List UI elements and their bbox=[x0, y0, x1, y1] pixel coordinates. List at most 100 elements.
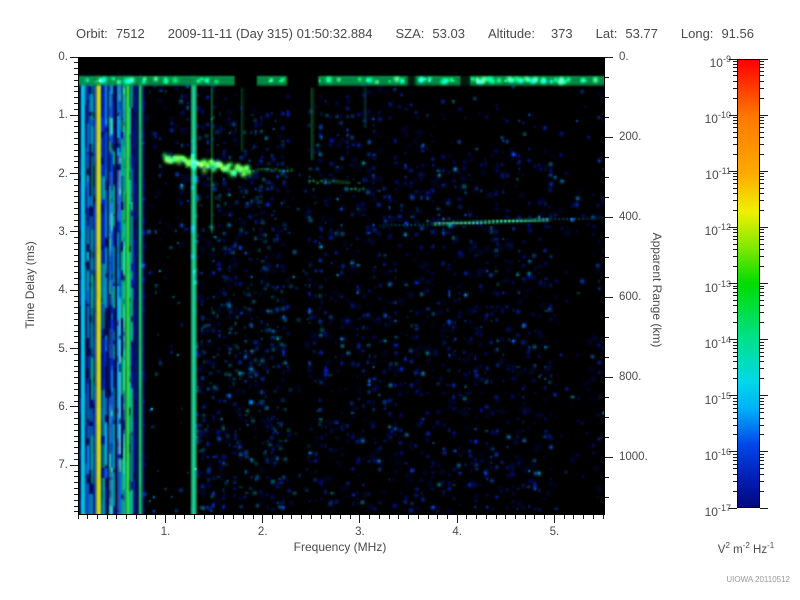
colorbar-minor-tick bbox=[760, 176, 764, 178]
y-left-minor-tick bbox=[74, 85, 78, 87]
colorbar-minor-tick bbox=[733, 463, 737, 465]
colorbar-minor-tick bbox=[733, 131, 737, 133]
colorbar-minor-tick bbox=[760, 256, 764, 258]
colorbar-minor-tick bbox=[733, 368, 737, 370]
colorbar-minor-tick bbox=[733, 291, 737, 293]
x-minor-tick bbox=[291, 515, 293, 519]
y-right-minor-tick bbox=[605, 276, 609, 278]
y-left-tick-label: 4. bbox=[58, 284, 68, 297]
y-left-major-tick bbox=[70, 231, 78, 233]
x-minor-tick bbox=[437, 515, 439, 519]
altitude-value: 373 bbox=[550, 26, 573, 41]
x-minor-tick bbox=[505, 515, 507, 519]
colorbar-minor-tick bbox=[760, 285, 764, 287]
y-left-minor-tick bbox=[74, 435, 78, 437]
colorbar-minor-tick bbox=[733, 187, 737, 189]
x-minor-tick bbox=[252, 515, 254, 519]
x-minor-tick bbox=[320, 515, 322, 519]
y-left-minor-tick bbox=[74, 79, 78, 81]
colorbar-minor-tick bbox=[760, 229, 764, 231]
x-minor-tick bbox=[378, 515, 380, 519]
y-left-minor-tick bbox=[74, 184, 78, 186]
y-right-minor-tick bbox=[605, 176, 609, 178]
orbit-label: Orbit: bbox=[76, 26, 108, 41]
y-left-minor-tick bbox=[74, 412, 78, 414]
y-left-minor-tick bbox=[74, 62, 78, 64]
colorbar-minor-tick bbox=[760, 120, 764, 122]
colorbar-minor-tick bbox=[760, 473, 764, 475]
y-axis-left-title: Time Delay (ms) bbox=[23, 241, 37, 329]
x-minor-tick bbox=[466, 515, 468, 519]
colorbar-minor-tick bbox=[733, 460, 737, 462]
y-left-minor-tick bbox=[74, 447, 78, 449]
y-left-minor-tick bbox=[74, 91, 78, 93]
x-minor-tick bbox=[563, 515, 565, 519]
y-right-minor-tick bbox=[605, 116, 609, 118]
x-minor-tick bbox=[544, 515, 546, 519]
y-left-tick-label: 2. bbox=[58, 167, 68, 180]
unit-base: Hz bbox=[749, 543, 768, 556]
y-left-major-tick bbox=[70, 114, 78, 116]
colorbar-exponent: -12 bbox=[717, 222, 731, 233]
x-minor-tick bbox=[417, 515, 419, 519]
x-minor-tick bbox=[602, 515, 604, 519]
x-minor-tick bbox=[194, 515, 196, 519]
y-right-major-tick bbox=[605, 136, 613, 138]
x-minor-tick bbox=[495, 515, 497, 519]
colorbar-major-tick bbox=[729, 170, 737, 172]
y-left-minor-tick bbox=[74, 295, 78, 297]
x-minor-tick bbox=[126, 515, 128, 519]
y-left-minor-tick bbox=[74, 423, 78, 425]
colorbar-major-tick bbox=[760, 114, 768, 116]
y-left-minor-tick bbox=[74, 161, 78, 163]
colorbar-minor-tick bbox=[733, 473, 737, 475]
sza-label: SZA: bbox=[395, 26, 425, 41]
colorbar-minor-tick bbox=[760, 127, 764, 129]
colorbar-minor-tick bbox=[760, 299, 764, 301]
colorbar-minor-tick bbox=[760, 463, 764, 465]
colorbar-minor-tick bbox=[733, 299, 737, 301]
y-right-minor-tick bbox=[605, 336, 609, 338]
colorbar-minor-tick bbox=[733, 193, 737, 195]
unit-exponent: -1 bbox=[767, 541, 775, 550]
x-minor-tick bbox=[242, 515, 244, 519]
colorbar-minor-tick bbox=[760, 397, 764, 399]
colorbar-minor-tick bbox=[733, 356, 737, 358]
colorbar-minor-tick bbox=[733, 378, 737, 380]
y-left-minor-tick bbox=[74, 365, 78, 367]
y-left-minor-tick bbox=[74, 254, 78, 256]
colorbar-minor-tick bbox=[733, 288, 737, 290]
colorbar-minor-tick bbox=[760, 183, 764, 185]
colorbar-minor-tick bbox=[760, 117, 764, 119]
y-right-minor-tick bbox=[605, 356, 609, 358]
colorbar-minor-tick bbox=[760, 193, 764, 195]
colorbar-minor-tick bbox=[760, 249, 764, 251]
x-minor-tick bbox=[87, 515, 89, 519]
colorbar-major-tick bbox=[760, 451, 768, 453]
spectrogram-plot-area bbox=[78, 57, 605, 515]
colorbar-minor-tick bbox=[760, 305, 764, 307]
y-right-minor-tick bbox=[605, 156, 609, 158]
y-left-minor-tick bbox=[74, 120, 78, 122]
colorbar-minor-tick bbox=[733, 351, 737, 353]
y-right-minor-tick bbox=[605, 96, 609, 98]
y-left-major-tick bbox=[70, 173, 78, 175]
colorbar-tick-label: 10-15 bbox=[704, 390, 731, 407]
colorbar-major-tick bbox=[729, 451, 737, 453]
y-left-minor-tick bbox=[74, 248, 78, 250]
colorbar-major-tick bbox=[729, 226, 737, 228]
y-left-minor-tick bbox=[74, 301, 78, 303]
altitude-label: Altitude: bbox=[487, 26, 535, 41]
colorbar-minor-tick bbox=[733, 249, 737, 251]
colorbar-minor-tick bbox=[760, 266, 764, 268]
y-right-major-tick bbox=[605, 456, 613, 458]
colorbar-major-tick bbox=[760, 170, 768, 172]
y-left-major-tick bbox=[70, 348, 78, 350]
colorbar-minor-tick bbox=[733, 407, 737, 409]
colorbar-minor-tick bbox=[733, 295, 737, 297]
colorbar-major-tick bbox=[760, 395, 768, 397]
colorbar bbox=[737, 59, 760, 508]
y-left-minor-tick bbox=[74, 266, 78, 268]
colorbar-minor-tick bbox=[760, 347, 764, 349]
